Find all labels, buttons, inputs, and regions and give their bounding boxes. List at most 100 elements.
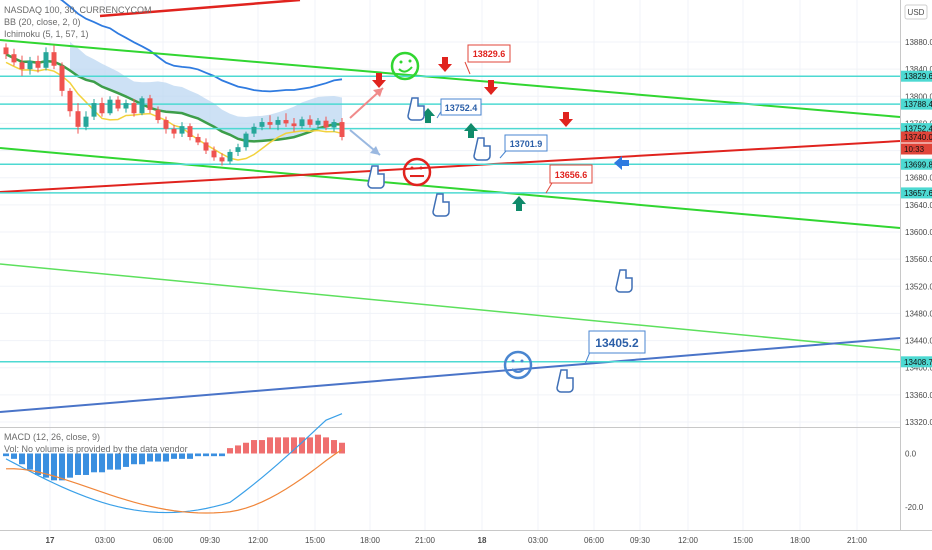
- time-tick-label: 03:00: [528, 536, 549, 545]
- macd-histogram-bar: [35, 453, 41, 475]
- price-tag: [901, 158, 932, 170]
- candle-body: [75, 111, 81, 127]
- time-tick-label: 18: [478, 536, 487, 545]
- callout-13752[interactable]: 13752.4: [436, 98, 482, 119]
- price-tick-label: 13800.0: [905, 92, 932, 101]
- smile-face-icon-blue[interactable]: [503, 350, 533, 380]
- pointing-hand-icon[interactable]: [615, 269, 633, 293]
- candle-body: [275, 120, 281, 125]
- projection-arrow-down[interactable]: [349, 129, 381, 156]
- arrow-up-icon[interactable]: [512, 196, 526, 211]
- legend-symbol: NASDAQ 100, 30, CURRENCYCOM: [4, 5, 152, 15]
- time-tick-label: 21:00: [415, 536, 436, 545]
- candle-body: [267, 122, 273, 125]
- price-tag-label: 13408.7: [904, 358, 932, 367]
- candle-body: [299, 119, 305, 127]
- macd-histogram-bar: [51, 453, 57, 481]
- signal-line: [5, 449, 343, 514]
- macd-line: [5, 413, 343, 514]
- arrow-up-icon[interactable]: [421, 108, 435, 123]
- macd-tick-label: 0.0: [905, 449, 917, 458]
- arrow-left-icon[interactable]: [614, 156, 629, 170]
- legend-ichimoku: Ichimoku (5, 1, 57, 1): [4, 29, 89, 39]
- macd-histogram-bar: [171, 453, 177, 459]
- price-tick-label: 13560.0: [905, 255, 932, 264]
- arrow-down-icon[interactable]: [372, 73, 386, 88]
- channel-line-green-lower[interactable]: [0, 147, 901, 229]
- macd-histogram-bar: [19, 453, 25, 465]
- candle-body: [259, 122, 265, 127]
- candle-body: [315, 120, 321, 125]
- channel-line-green-light[interactable]: [0, 263, 901, 351]
- currency-button[interactable]: USD: [904, 4, 928, 20]
- arrow-down-icon[interactable]: [438, 57, 452, 72]
- bollinger-upper-band: [59, 0, 343, 93]
- price-tag: [901, 98, 932, 110]
- time-tick-label: 18:00: [790, 536, 811, 545]
- price-tick-label: 13480.0: [905, 309, 932, 318]
- pointing-hand-icon[interactable]: [556, 369, 574, 393]
- time-axis[interactable]: 17 03:00 06:00 09:30 12:00 15:00 18:00 21:00 18 0…: [46, 536, 868, 545]
- price-tag: [901, 123, 932, 135]
- macd-histogram-bar: [307, 437, 313, 454]
- macd-histogram-bar: [163, 453, 169, 462]
- macd-tick-label: -20.0: [905, 503, 924, 512]
- trend-line-red-top[interactable]: [99, 0, 301, 18]
- price-tag-label: 13657.6: [904, 189, 932, 198]
- macd-legend: MACD (12, 26, close, 9) Vol: No volume i…: [4, 432, 188, 454]
- callout-13829[interactable]: 13829.6: [464, 44, 511, 75]
- callout-13656[interactable]: 13656.6: [545, 164, 593, 194]
- macd-histogram-bar: [91, 453, 97, 473]
- candlestick-series: [3, 43, 345, 166]
- time-tick-label: 09:30: [630, 536, 651, 545]
- callout-13405[interactable]: 13405.2: [584, 330, 646, 365]
- macd-histogram-bar: [259, 440, 265, 454]
- arrow-up-icon[interactable]: [464, 123, 478, 138]
- macd-histogram-bar: [139, 453, 145, 465]
- macd-histogram-bar: [75, 453, 81, 475]
- trend-line-blue[interactable]: [0, 337, 901, 413]
- macd-pane: 0.0 -20.0: [3, 413, 924, 514]
- callout-13701[interactable]: 13701.9: [499, 134, 548, 159]
- candle-body: [91, 103, 97, 117]
- candle-body: [43, 52, 49, 68]
- price-tag-label: 10:33: [904, 145, 925, 154]
- annotation-icons[interactable]: [349, 51, 633, 393]
- pointing-hand-icon[interactable]: [432, 193, 450, 217]
- macd-histogram-bar: [291, 437, 297, 454]
- price-callouts[interactable]: 13829.6 13752.4 13701.9 13656.6 13405.2: [436, 44, 646, 365]
- macd-histogram-bar: [251, 440, 257, 454]
- candle-body: [227, 151, 233, 162]
- time-tick-label: 15:00: [305, 536, 326, 545]
- trend-line-red[interactable]: [0, 140, 901, 193]
- projection-arrow-up[interactable]: [349, 87, 384, 119]
- time-tick-label: 17: [46, 536, 55, 545]
- neutral-face-icon-red[interactable]: [402, 157, 432, 187]
- arrow-down-icon[interactable]: [484, 80, 498, 95]
- macd-histogram-bar: [187, 453, 193, 459]
- macd-histogram-bar: [179, 453, 185, 459]
- pointing-hand-icon[interactable]: [367, 165, 385, 189]
- candle-body: [307, 119, 313, 125]
- candle-body: [179, 126, 185, 134]
- macd-histogram-bar: [235, 445, 241, 454]
- legend-macd: MACD (12, 26, close, 9): [4, 432, 100, 442]
- price-tick-label: 13320.0: [905, 418, 932, 427]
- candle-body: [235, 147, 241, 152]
- pointing-hand-icon[interactable]: [407, 97, 425, 121]
- price-axis[interactable]: 13880.013840.013800.013760.013720.013680…: [901, 38, 932, 427]
- main-legend: NASDAQ 100, 30, CURRENCYCOM BB (20, clos…: [4, 5, 152, 39]
- candle-body: [291, 123, 297, 127]
- arrow-down-icon[interactable]: [559, 112, 573, 127]
- time-tick-label: 03:00: [95, 536, 116, 545]
- candle-body: [171, 128, 177, 134]
- macd-histogram-bar: [315, 434, 321, 454]
- smile-face-icon-green[interactable]: [390, 51, 420, 81]
- candle-body: [83, 116, 89, 127]
- candle-body: [339, 122, 345, 137]
- candle-body: [99, 103, 105, 114]
- drawing-trend-lines[interactable]: [0, 0, 901, 413]
- pointing-hand-icon[interactable]: [473, 137, 491, 161]
